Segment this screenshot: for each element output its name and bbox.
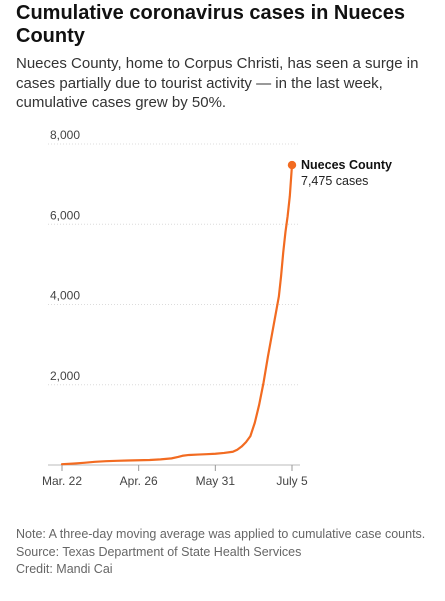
x-tick-label: May 31 bbox=[196, 474, 236, 488]
chart-subtitle: Nueces County, home to Corpus Christi, h… bbox=[16, 55, 419, 111]
y-tick-label: 2,000 bbox=[50, 369, 80, 383]
source-text: Source: Texas Department of State Health… bbox=[16, 544, 302, 559]
chart-notes: Note: A three-day moving average was app… bbox=[16, 526, 426, 579]
y-tick-label: 8,000 bbox=[50, 128, 80, 142]
series-line-nueces-county bbox=[60, 163, 294, 466]
note-text: Note: A three-day moving average was app… bbox=[16, 527, 426, 541]
x-tick-label: July 5 bbox=[276, 474, 308, 488]
y-tick-label: 4,000 bbox=[50, 289, 80, 303]
x-tick-label: Apr. 26 bbox=[120, 474, 158, 488]
x-tick-label: Mar. 22 bbox=[42, 474, 82, 488]
chart-title: Cumulative coronavirus cases in Nueces C… bbox=[16, 2, 406, 47]
series-end-label-name: Nueces County bbox=[301, 158, 392, 172]
line-chart: 2,000 4,000 6,000 8,000 Mar. 22 Apr. 26 May 31… bbox=[42, 128, 392, 488]
series-end-label-value: 7,475 cases bbox=[301, 174, 368, 188]
series-end-point bbox=[287, 160, 297, 170]
y-tick-label: 6,000 bbox=[50, 208, 80, 222]
credit-text: Credit: Mandi Cai bbox=[16, 562, 113, 576]
